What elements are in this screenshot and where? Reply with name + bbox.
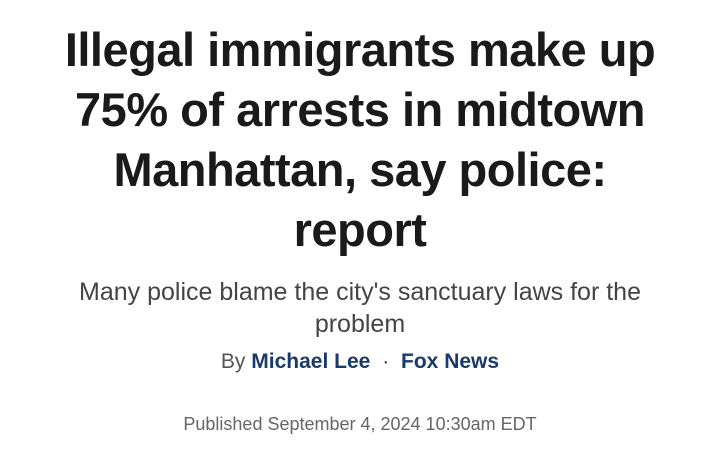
byline-prefix: By <box>220 350 246 373</box>
subheadline: Many police blame the city's sanctuary l… <box>79 278 641 338</box>
source[interactable]: Fox News <box>401 350 500 373</box>
separator: · <box>382 350 390 373</box>
published-date: Published September 4, 2024 10:30am EDT <box>183 414 537 434</box>
byline: By Michael Lee · Fox News <box>0 350 720 374</box>
headline: Illegal immigrants make up 75% of arrest… <box>64 23 656 256</box>
author[interactable]: Michael Lee <box>251 350 371 373</box>
